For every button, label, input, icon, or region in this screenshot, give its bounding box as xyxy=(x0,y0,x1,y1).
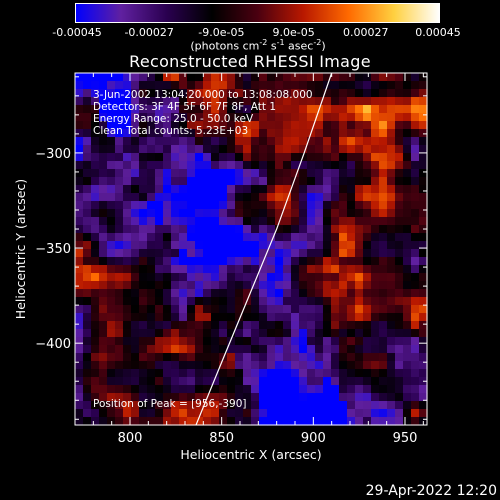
time-range-label: 3-Jun-2002 13:04:20.000 to 13:08:08.000 xyxy=(93,89,313,101)
colorbar-units: (photons cm-2 s-1 asec-2) xyxy=(190,38,326,53)
x-tick-label: 800 xyxy=(118,431,143,446)
heatmap-image xyxy=(75,73,428,426)
colorbar-tick-label: 0.00027 xyxy=(343,26,389,39)
clean-counts-label: Clean Total counts: 5.23E+03 xyxy=(93,125,249,137)
colorbar-tick-label: 0.00045 xyxy=(415,26,461,39)
plot-frame xyxy=(74,72,428,426)
colorbar-tick-label: -0.00045 xyxy=(52,26,102,39)
y-axis-label: Heliocentric Y (arcsec) xyxy=(13,179,28,319)
chart-title: Reconstructed RHESSI Image xyxy=(129,52,371,71)
axes: 800 850 900 950 −300 −350 −400 Heliocentric X (… xyxy=(13,73,427,462)
timestamp: 29-Apr-2022 12:20 xyxy=(365,483,497,499)
y-tick-label: −300 xyxy=(35,147,71,162)
x-tick-label: 850 xyxy=(209,431,234,446)
y-tick-label: −400 xyxy=(35,337,71,352)
colorbar-tick-label: -9.0e-05 xyxy=(198,26,245,39)
x-axis-label: Heliocentric X (arcsec) xyxy=(180,447,321,462)
solar-limb-line xyxy=(195,72,333,426)
x-tick-label: 900 xyxy=(301,431,326,446)
y-tick-label: −350 xyxy=(35,242,71,257)
x-tick-label: 950 xyxy=(393,431,418,446)
energy-range-label: Energy Range: 25.0 - 50.0 keV xyxy=(93,113,254,125)
detectors-label: Detectors: 3F 4F 5F 6F 7F 8F, Att 1 xyxy=(93,101,277,113)
colorbar xyxy=(75,3,440,23)
colorbar-tick-label: 9.0e-05 xyxy=(272,26,315,39)
peak-position-label: Position of Peak = [956,-390] xyxy=(93,398,247,410)
colorbar-tick-label: -0.00027 xyxy=(124,26,174,39)
